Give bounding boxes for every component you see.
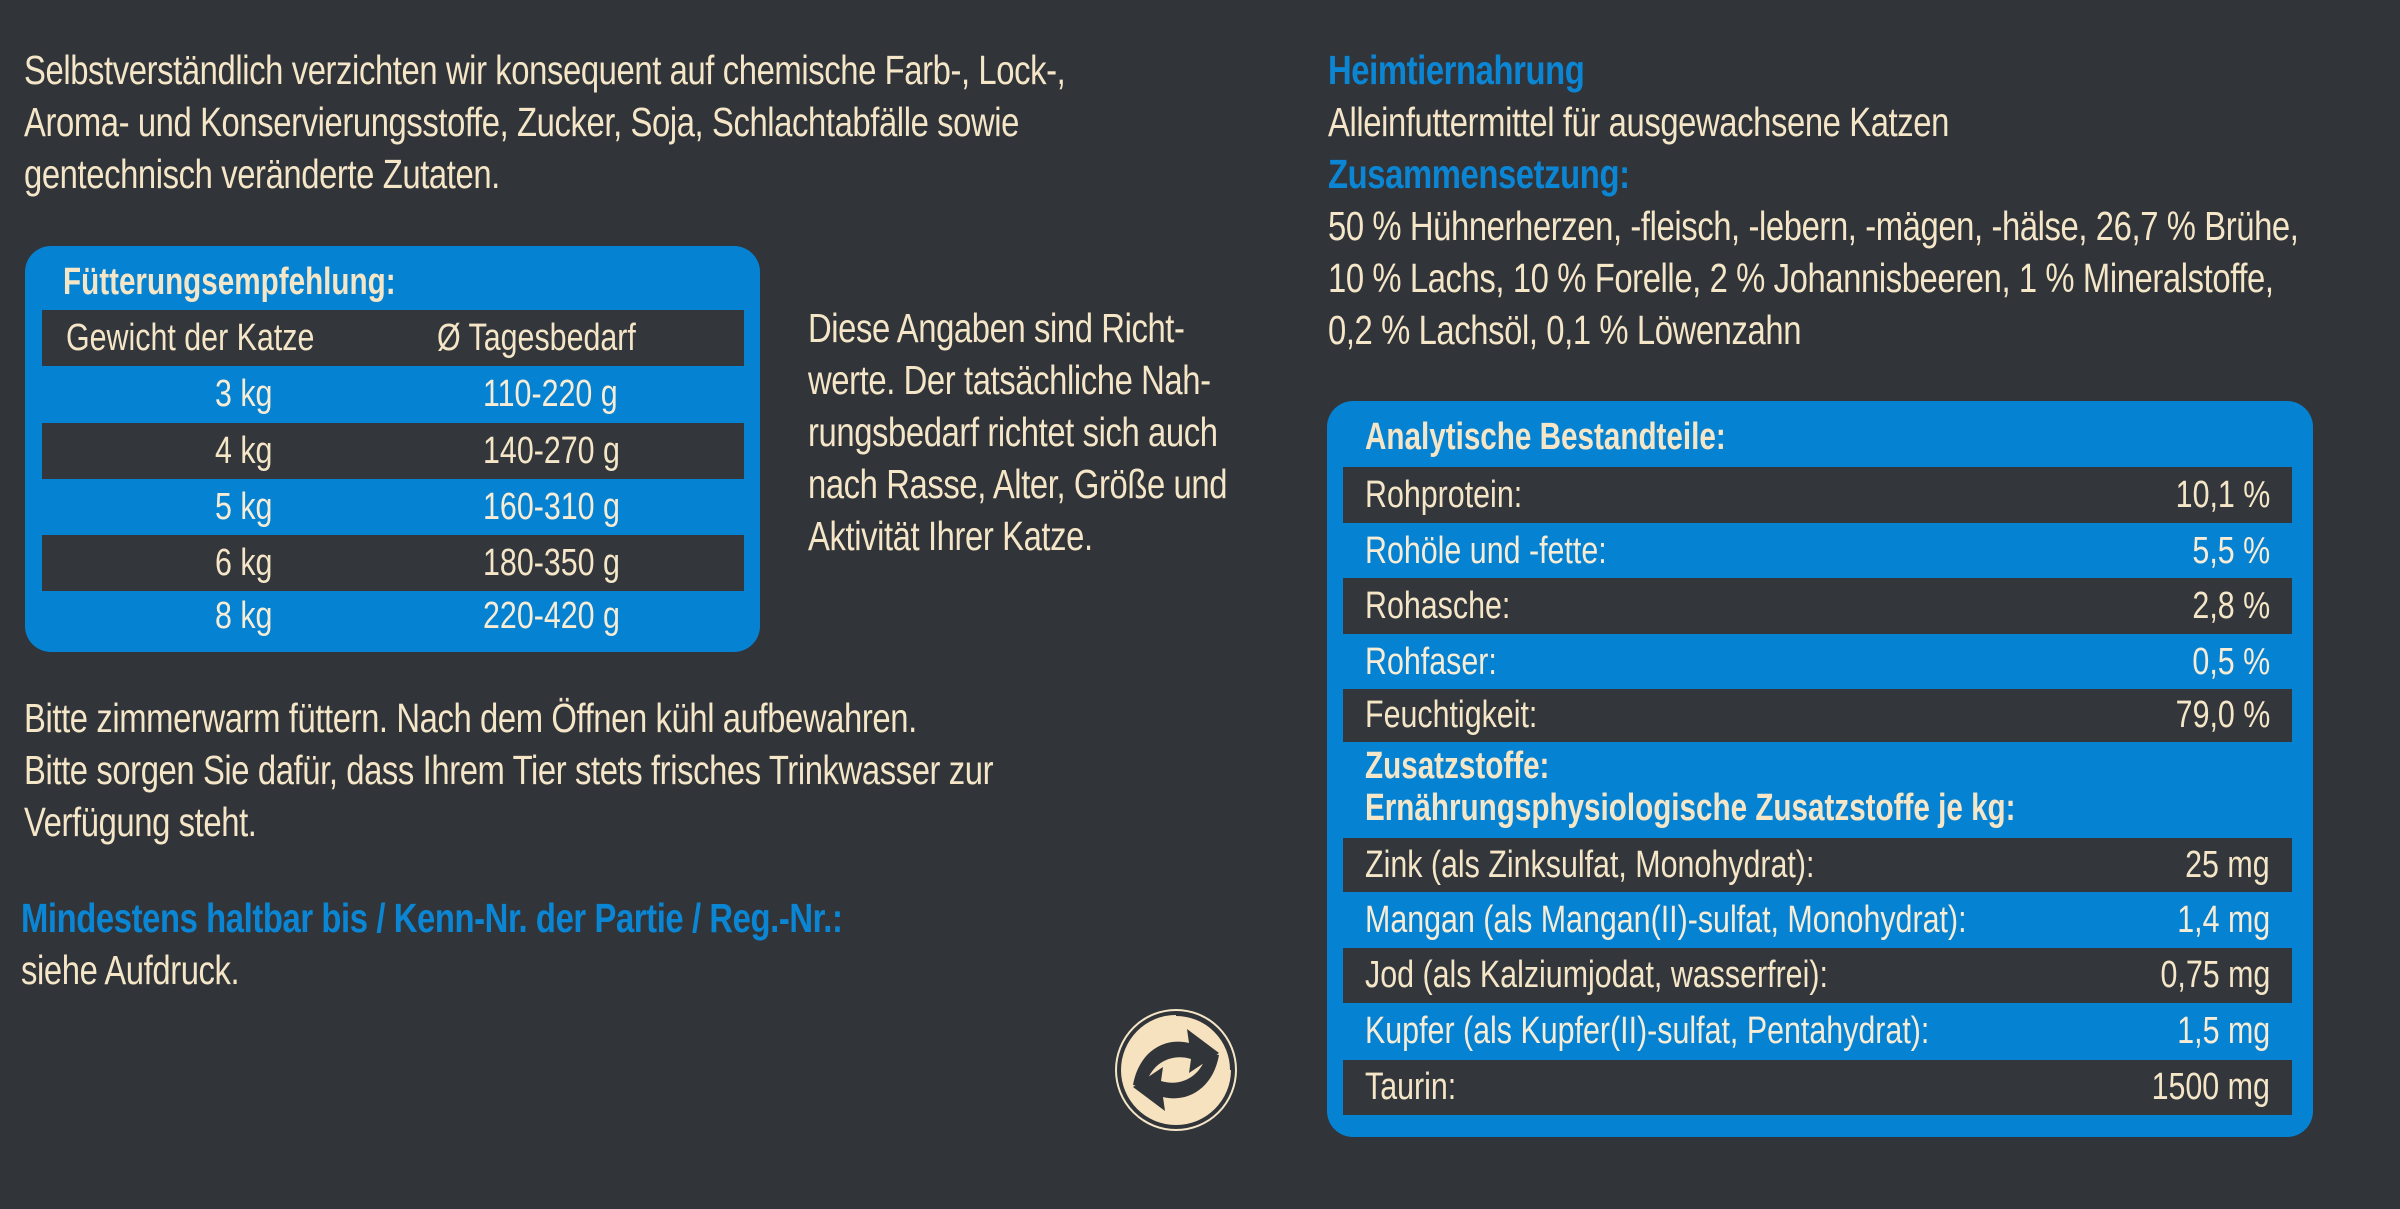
category-heading: Heimtiernahrung (1328, 47, 1585, 93)
additive-row: Taurin: 1500 mg (1343, 1060, 2292, 1115)
analysis-label: Rohasche: (1365, 585, 1511, 627)
feeding-row: 3 kg 110-220 g (42, 366, 744, 422)
additive-row: Mangan (als Mangan(II)-sulfat, Monohydra… (1343, 892, 2292, 948)
feeding-title: Fütterungsempfehlung: (63, 261, 396, 303)
feeding-row: 5 kg 160-310 g (42, 479, 744, 535)
weight-cell: 3 kg (215, 373, 273, 415)
additive-row: Kupfer (als Kupfer(II)-sulfat, Pentahydr… (1343, 1003, 2292, 1060)
batch-text: siehe Aufdruck. (21, 947, 240, 993)
additive-value: 1500 mg (2151, 1066, 2270, 1108)
intro-paragraph: Selbstverständlich verzichten wir konseq… (24, 44, 1066, 200)
feeding-row: 8 kg 220-420 g (42, 591, 744, 641)
additive-row: Jod (als Kalziumjodat, wasserfrei): 0,75… (1343, 948, 2292, 1003)
analysis-value: 10,1 % (2175, 474, 2270, 516)
analysis-row: Rohöle und -fette: 5,5 % (1343, 523, 2292, 579)
amount-cell: 180-350 g (483, 542, 620, 584)
weight-cell: 5 kg (215, 486, 273, 528)
composition-line: 0,2 % Lachsöl, 0,1 % Löwenzahn (1328, 307, 1802, 353)
analysis-row: Rohprotein: 10,1 % (1343, 467, 2292, 523)
additive-label: Taurin: (1365, 1066, 1457, 1108)
feeding-header-row: Gewicht der Katze Ø Tagesbedarf (42, 310, 744, 366)
weight-cell: 8 kg (215, 595, 273, 637)
column-header-daily-need: Ø Tagesbedarf (437, 317, 636, 359)
feeding-note: Diese Angaben sind Richt- werte. Der tat… (808, 302, 1227, 562)
feeding-note-line: Aktivität Ihrer Katze. (808, 513, 1093, 559)
feeding-recommendation-table: Fütterungsempfehlung: Gewicht der Katze … (25, 246, 760, 652)
batch-info: Mindestens haltbar bis / Kenn-Nr. der Pa… (21, 892, 843, 996)
analysis-label: Rohfaser: (1365, 641, 1497, 683)
analytical-constituents-table: Analytische Bestandteile: Rohprotein: 10… (1327, 401, 2313, 1137)
additive-value: 0,75 mg (2160, 954, 2270, 996)
analysis-value: 5,5 % (2192, 530, 2270, 572)
storage-line: Bitte sorgen Sie dafür, dass Ihrem Tier … (24, 747, 994, 793)
feeding-row: 4 kg 140-270 g (42, 423, 744, 479)
additive-value: 1,5 mg (2177, 1010, 2270, 1052)
feeding-note-line: werte. Der tatsächliche Nah- (808, 357, 1211, 403)
amount-cell: 220-420 g (483, 595, 620, 637)
storage-line: Verfügung steht. (24, 799, 257, 845)
product-info: Heimtiernahrung Alleinfuttermittel für a… (1328, 44, 2299, 356)
additives-heading: Zusatzstoffe: (1365, 745, 1550, 787)
batch-heading: Mindestens haltbar bis / Kenn-Nr. der Pa… (21, 895, 843, 941)
amount-cell: 160-310 g (483, 486, 620, 528)
feeding-note-line: nach Rasse, Alter, Größe und (808, 461, 1228, 507)
composition-line: 10 % Lachs, 10 % Forelle, 2 % Johannisbe… (1328, 255, 2274, 301)
additive-label: Mangan (als Mangan(II)-sulfat, Monohydra… (1365, 899, 1967, 941)
storage-line: Bitte zimmerwarm füttern. Nach dem Öffne… (24, 695, 917, 741)
analysis-row: Rohasche: 2,8 % (1343, 578, 2292, 634)
composition-line: 50 % Hühnerherzen, -fleisch, -lebern, -m… (1328, 203, 2299, 249)
additive-value: 25 mg (2185, 844, 2271, 886)
additive-value: 1,4 mg (2177, 899, 2270, 941)
analysis-title: Analytische Bestandteile: (1365, 416, 1726, 458)
intro-line: gentechnisch veränderte Zutaten. (24, 151, 500, 197)
amount-cell: 110-220 g (483, 373, 618, 415)
category-text: Alleinfuttermittel für ausgewachsene Kat… (1328, 99, 1949, 145)
analysis-label: Rohöle und -fette: (1365, 530, 1607, 572)
weight-cell: 4 kg (215, 430, 273, 472)
analysis-row: Rohfaser: 0,5 % (1343, 634, 2292, 690)
feeding-note-line: rungsbedarf richtet sich auch (808, 409, 1218, 455)
feeding-row: 6 kg 180-350 g (42, 535, 744, 591)
analysis-label: Feuchtigkeit: (1365, 694, 1538, 736)
additive-label: Jod (als Kalziumjodat, wasserfrei): (1365, 954, 1828, 996)
analysis-value: 0,5 % (2192, 641, 2270, 683)
intro-line: Selbstverständlich verzichten wir konseq… (24, 47, 1066, 93)
additive-label: Zink (als Zinksulfat, Monohydrat): (1365, 844, 1815, 886)
green-dot-recycling-icon (1113, 1007, 1239, 1133)
storage-instructions: Bitte zimmerwarm füttern. Nach dem Öffne… (24, 692, 994, 848)
additive-label: Kupfer (als Kupfer(II)-sulfat, Pentahydr… (1365, 1010, 1930, 1052)
analysis-label: Rohprotein: (1365, 474, 1523, 516)
analysis-value: 2,8 % (2192, 585, 2270, 627)
intro-line: Aroma- und Konservierungsstoffe, Zucker,… (24, 99, 1019, 145)
additive-row: Zink (als Zinksulfat, Monohydrat): 25 mg (1343, 838, 2292, 892)
amount-cell: 140-270 g (483, 430, 620, 472)
additives-subheading: Ernährungsphysiologische Zusatzstoffe je… (1365, 787, 2016, 829)
analysis-row: Feuchtigkeit: 79,0 % (1343, 689, 2292, 742)
weight-cell: 6 kg (215, 542, 273, 584)
feeding-note-line: Diese Angaben sind Richt- (808, 305, 1185, 351)
composition-heading: Zusammensetzung: (1328, 151, 1630, 197)
column-header-weight: Gewicht der Katze (66, 317, 315, 359)
analysis-value: 79,0 % (2175, 694, 2270, 736)
